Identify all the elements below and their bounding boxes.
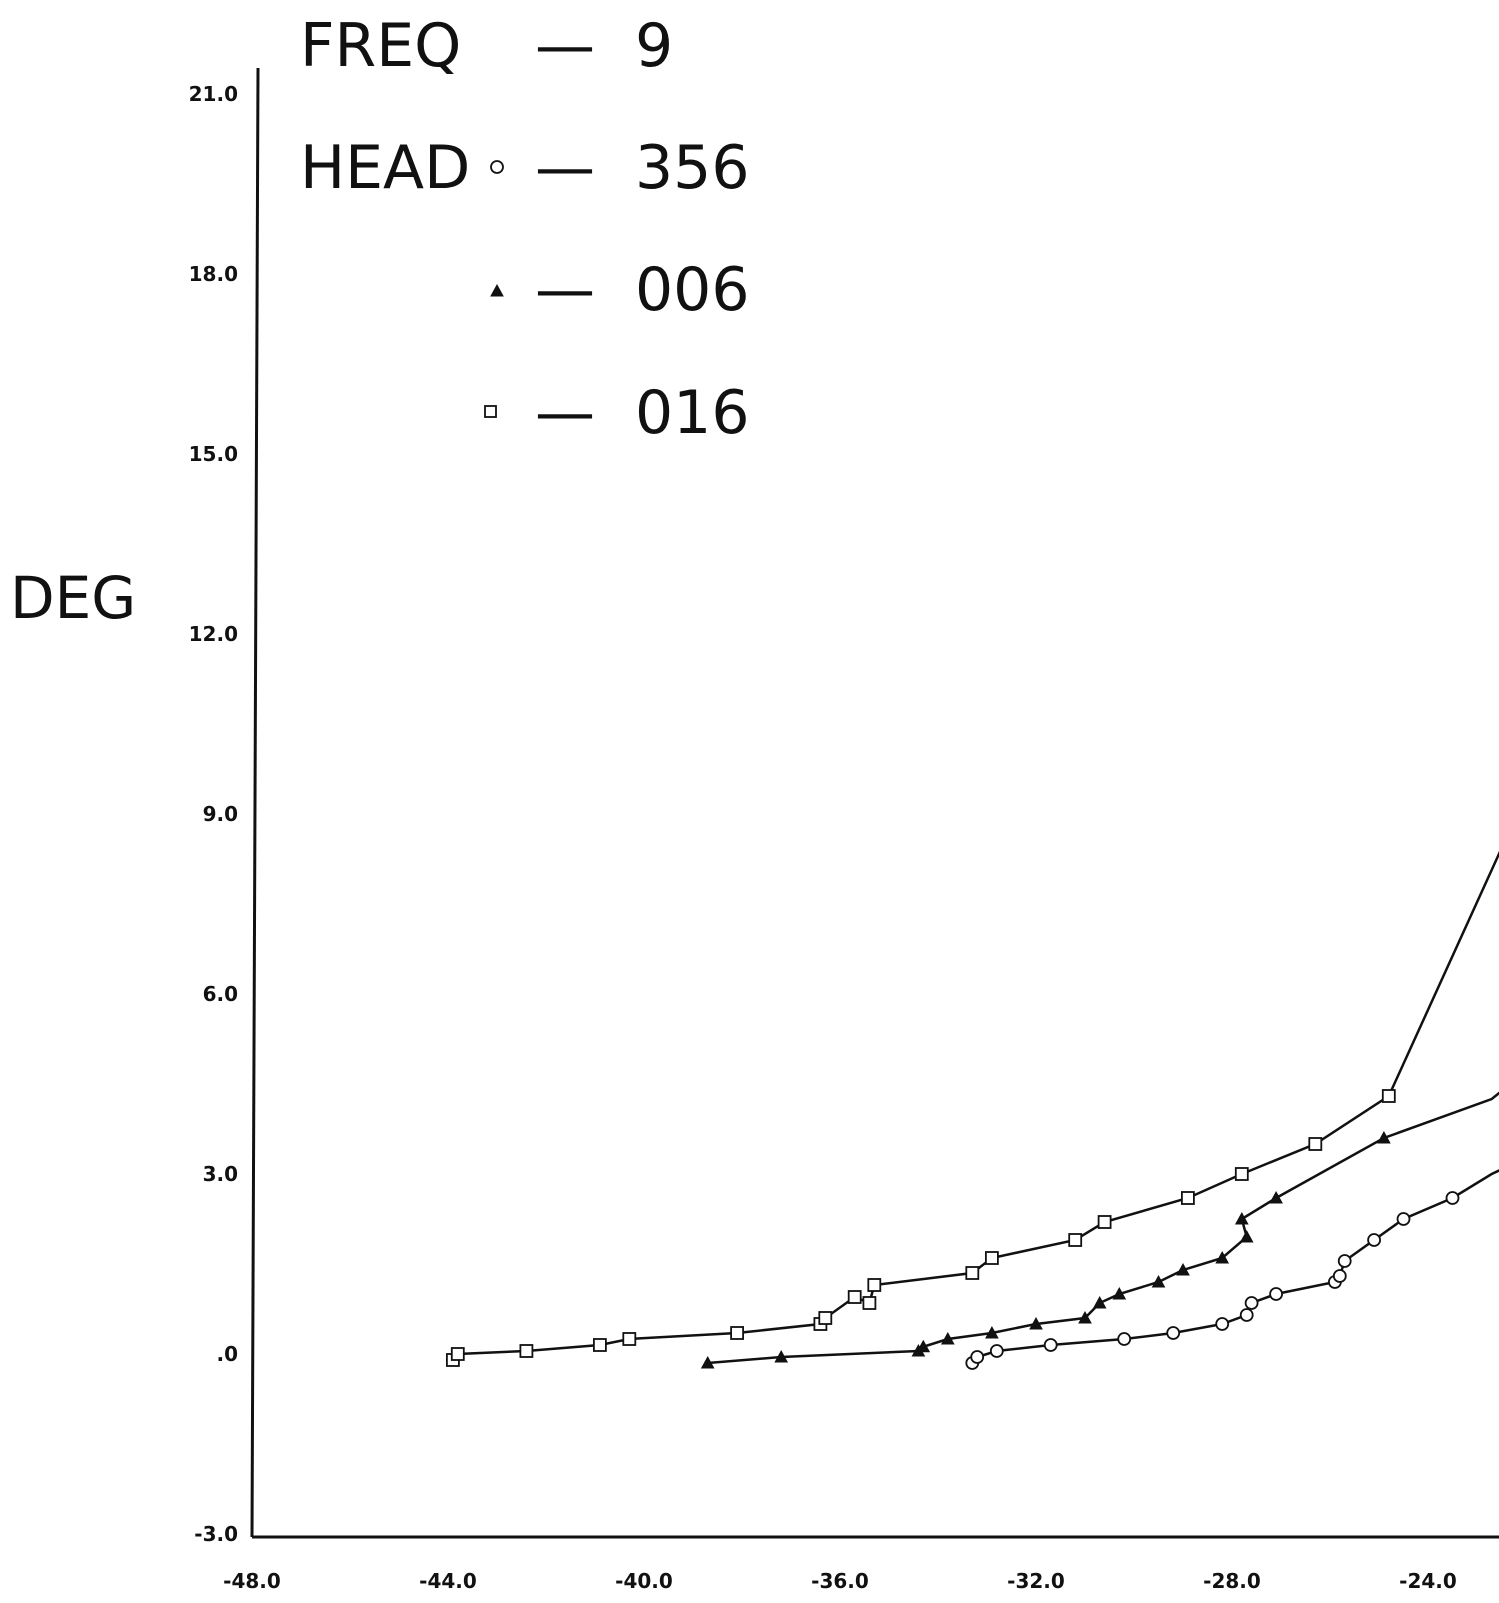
data-point-016 [1381, 1089, 1396, 1103]
data-point-006 [1176, 1262, 1190, 1276]
series-006 [700, 1091, 1499, 1369]
y-tick-label: 3.0 [203, 1162, 238, 1186]
legend-marker-square [484, 405, 497, 418]
data-point-356 [1244, 1296, 1259, 1310]
data-point-016 [1181, 1191, 1195, 1205]
data-point-006 [916, 1339, 931, 1353]
data-point-356 [1117, 1332, 1132, 1346]
data-point-016 [730, 1326, 744, 1340]
data-point-006 [1377, 1130, 1391, 1144]
data-point-016 [622, 1332, 637, 1346]
data-point-006 [1029, 1316, 1043, 1330]
series-016 [445, 850, 1499, 1367]
y-tick-label: 6.0 [203, 982, 238, 1006]
data-point-356 [1239, 1308, 1254, 1322]
data-point-356 [1269, 1287, 1283, 1301]
x-tick-label: -36.0 [811, 1569, 869, 1593]
series-356 [965, 1169, 1499, 1370]
data-point-016 [985, 1251, 999, 1265]
data-point-006 [940, 1331, 955, 1345]
legend-dash-356: — [535, 133, 595, 203]
data-point-016 [1068, 1233, 1083, 1247]
data-point-006 [774, 1349, 789, 1363]
legend-freq-dash: — [535, 11, 595, 81]
x-tick-label: -48.0 [223, 1569, 281, 1593]
x-tick-label: -32.0 [1007, 1569, 1065, 1593]
legend-freq-value: 9 [635, 11, 673, 81]
data-point-356 [1166, 1326, 1181, 1340]
data-point-356 [1332, 1269, 1347, 1283]
data-point-016 [818, 1311, 833, 1325]
data-point-356 [1396, 1212, 1411, 1226]
y-tick-label: -3.0 [194, 1522, 238, 1546]
data-point-356 [1043, 1338, 1058, 1352]
data-point-016 [965, 1266, 980, 1280]
y-tick-label: 21.0 [189, 82, 238, 106]
data-point-356 [970, 1350, 985, 1364]
y-axis-label: DEG [10, 564, 136, 632]
legend-marker-circle [490, 160, 504, 174]
data-point-356 [1215, 1317, 1230, 1331]
data-point-016 [450, 1347, 465, 1361]
legend-entry-006: 006 [635, 255, 750, 325]
plot-area [445, 850, 1499, 1370]
data-point-006 [985, 1325, 999, 1339]
legend-marker-triangle [490, 283, 504, 297]
x-tick-label: -24.0 [1399, 1569, 1457, 1593]
data-point-016 [1308, 1137, 1323, 1151]
x-tick-labels: -48.0 -44.0 -40.0 -36.0 -32.0 -28.0 -24.0 [223, 1569, 1457, 1593]
data-point-006 [1112, 1286, 1127, 1300]
data-point-356 [1337, 1254, 1352, 1268]
data-point-006 [1215, 1250, 1230, 1264]
data-point-006 [1269, 1190, 1283, 1204]
y-tick-label: 18.0 [189, 262, 238, 286]
x-tick-label: -44.0 [419, 1569, 477, 1593]
y-tick-label: 9.0 [203, 802, 238, 826]
data-point-016 [1234, 1167, 1249, 1181]
legend-freq-label: FREQ [300, 11, 461, 81]
y-axis [250, 67, 260, 1538]
legend: FREQ — 9 HEAD — 356 — 006 — 016 [300, 11, 750, 448]
data-point-006 [1078, 1310, 1092, 1324]
x-tick-label: -28.0 [1203, 1569, 1261, 1593]
data-point-356 [989, 1344, 1004, 1358]
data-point-016 [593, 1338, 607, 1352]
legend-entry-016: 016 [635, 378, 750, 448]
data-point-006 [1092, 1295, 1107, 1309]
data-point-016 [867, 1278, 882, 1292]
y-tick-labels: -3.0 .0 3.0 6.0 9.0 12.0 15.0 18.0 21.0 [189, 82, 238, 1546]
y-tick-label: 15.0 [189, 442, 238, 466]
legend-entry-356: 356 [635, 133, 750, 203]
data-point-006 [1151, 1274, 1166, 1288]
data-point-016 [847, 1290, 862, 1304]
data-point-006 [1239, 1229, 1254, 1243]
data-point-016 [1097, 1215, 1112, 1229]
legend-dash-006: — [535, 255, 595, 325]
data-point-356 [1367, 1233, 1381, 1247]
series-line-356 [971, 1169, 1499, 1364]
data-point-016 [519, 1344, 534, 1358]
data-point-356 [1445, 1191, 1460, 1205]
data-point-006 [1234, 1211, 1249, 1225]
legend-head-label: HEAD [300, 133, 470, 203]
legend-dash-016: — [535, 378, 595, 448]
x-tick-label: -40.0 [615, 1569, 673, 1593]
y-tick-label: .0 [216, 1342, 238, 1366]
data-point-016 [862, 1296, 877, 1310]
data-point-006 [700, 1355, 715, 1369]
y-tick-label: 12.0 [189, 622, 238, 646]
